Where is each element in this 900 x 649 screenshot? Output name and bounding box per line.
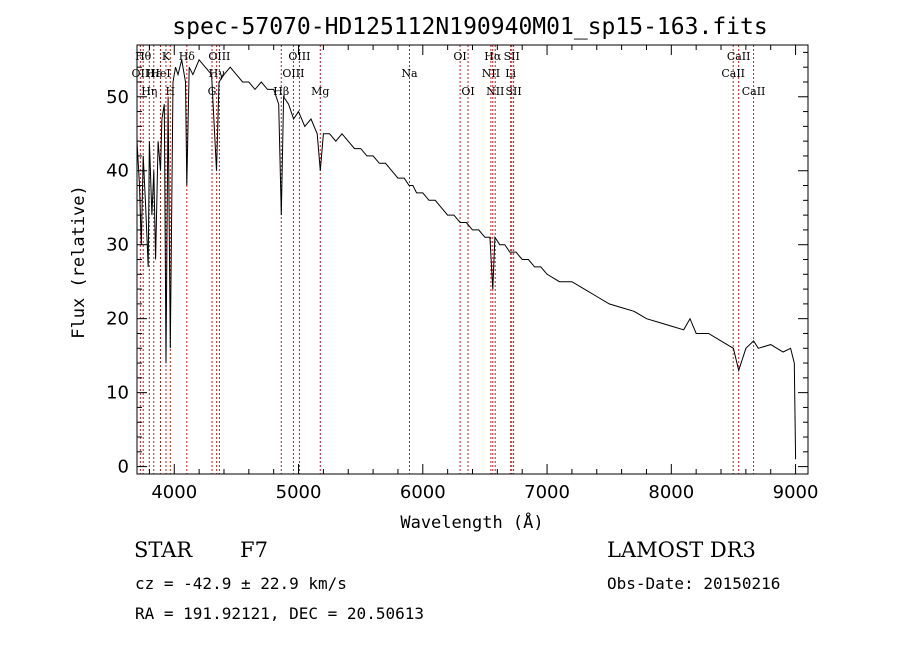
line-marker-label: OIII [288,50,310,63]
line-marker-label: H [166,85,176,98]
y-tick-label: 0 [118,457,129,478]
y-axis: 0 10 20 30 40 50 [106,51,808,478]
y-tick-label: 50 [106,87,129,108]
line-markers [139,45,755,474]
x-tick-label: 7000 [524,482,570,503]
line-marker-label: NII [486,85,504,98]
spectrum-line [136,58,797,460]
line-marker-label: CaII [742,85,766,98]
line-marker-label: Na [401,67,418,80]
line-marker-label: Hε [146,67,162,80]
line-marker-label: Hθ [135,50,152,63]
x-axis-label: Wavelength (Å) [400,511,543,533]
line-marker-label: CaII [727,50,751,63]
line-labels: OIIHθHηHεHeIKHHδGHγOIIIHβOIIIOIIIMgNaOIO… [131,50,765,98]
line-marker-label: OII [131,67,149,80]
line-marker-label: OIII [282,67,304,80]
object-class: STAR [134,538,193,562]
spectral-subclass: F7 [240,538,268,562]
x-tick-label: 9000 [773,482,819,503]
x-tick-label: 4000 [151,482,197,503]
line-marker-label: OI [461,85,474,98]
coordinates: RA = 191.92121, DEC = 20.50613 [135,604,424,623]
line-marker-label: CaII [721,67,745,80]
x-axis: 4000 5000 6000 7000 8000 9000 [148,45,819,503]
line-marker-label: Li [505,67,516,80]
line-marker-label: HeI [150,67,170,80]
survey-name: LAMOST DR3 [607,538,756,562]
line-marker-label: Hβ [273,85,289,98]
line-marker-label: Hδ [179,50,196,63]
line-marker-label: Hγ [209,67,226,80]
line-marker-label: SII [504,50,520,63]
line-marker-label: Hα [484,50,502,63]
observation-date: Obs-Date: 20150216 [607,574,781,593]
x-tick-label: 6000 [400,482,446,503]
y-tick-label: 30 [106,235,129,256]
chart-title: spec-57070-HD125112N190940M01_sp15-163.f… [172,14,767,40]
y-axis-label: Flux (relative) [69,185,89,339]
y-tick-label: 20 [106,309,129,330]
line-marker-label: Hη [141,85,157,98]
x-tick-label: 8000 [648,482,694,503]
line-marker-label: Mg [311,85,329,98]
y-tick-label: 40 [106,161,129,182]
y-tick-label: 10 [106,383,129,404]
line-marker-label: OI [453,50,466,63]
line-marker-label: NII [482,67,500,80]
plot-frame [136,44,809,475]
redshift-cz: cz = -42.9 ± 22.9 km/s [135,574,347,593]
line-marker-label: SII [506,85,522,98]
line-marker-label: OIII [208,50,230,63]
x-tick-label: 5000 [276,482,322,503]
line-marker-label: K [162,50,171,63]
